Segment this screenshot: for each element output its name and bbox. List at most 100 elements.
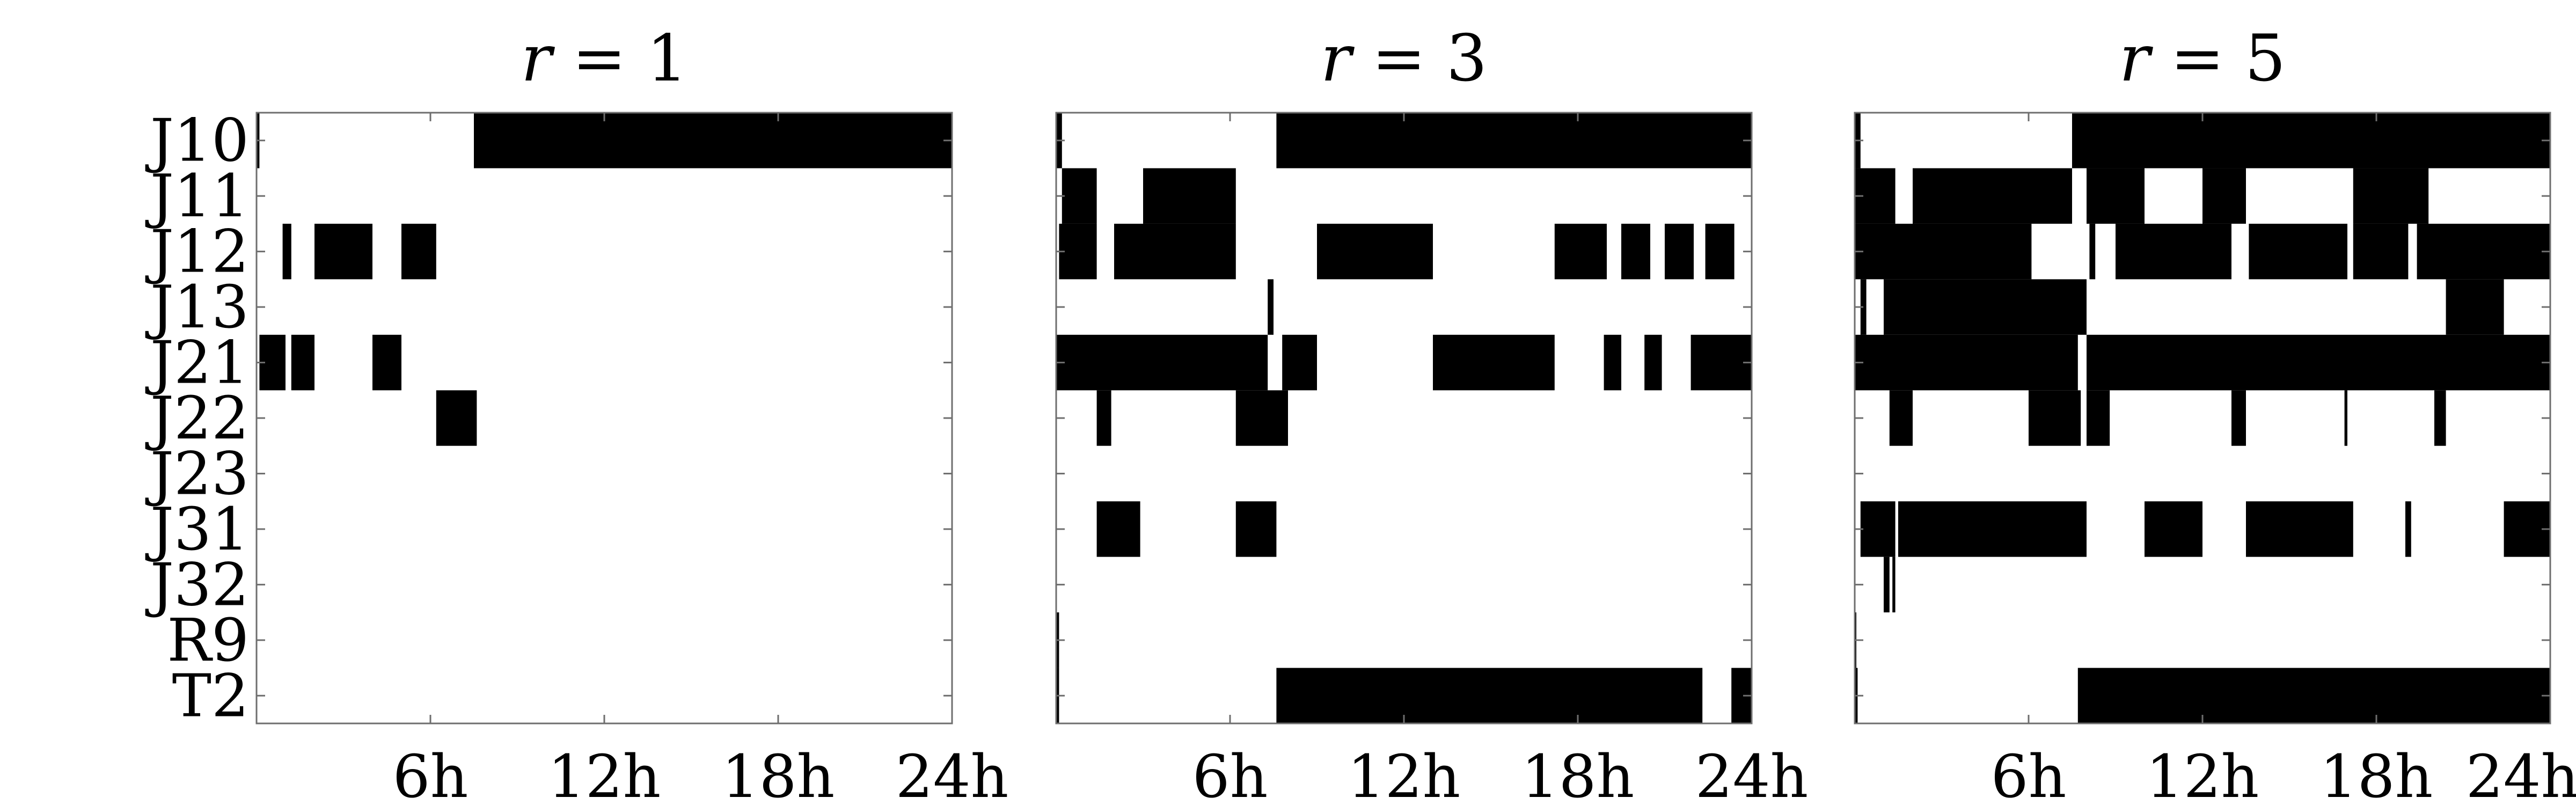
active-bar-j12-0 bbox=[1059, 223, 1097, 280]
panel-title: r = 1 bbox=[521, 21, 688, 96]
active-bar-j31-1 bbox=[1235, 501, 1277, 557]
y-tick-label: J21 bbox=[145, 328, 249, 397]
active-bar-j13-0 bbox=[1268, 279, 1274, 335]
active-bar-t2-1 bbox=[2077, 668, 2550, 723]
active-bar-j10-1 bbox=[1276, 113, 1752, 169]
x-tick-label: 18h bbox=[2320, 742, 2433, 805]
active-bar-j12-4 bbox=[2353, 223, 2409, 280]
active-bar-j22-4 bbox=[2344, 390, 2347, 446]
x-tick-label: 24h bbox=[896, 742, 1009, 805]
active-bar-j21-5 bbox=[1690, 334, 1752, 391]
x-tick-label: 6h bbox=[1991, 742, 2067, 805]
x-tick-label: 12h bbox=[2146, 742, 2259, 805]
panel-title: r = 5 bbox=[2119, 21, 2286, 96]
panel-title-value: 1 bbox=[647, 21, 687, 96]
panel-title: r = 3 bbox=[1321, 21, 1488, 96]
y-tick-label: J13 bbox=[145, 273, 249, 341]
y-tick-label: J32 bbox=[145, 550, 249, 619]
active-bar-j31-2 bbox=[2145, 501, 2202, 557]
active-bar-j21-0 bbox=[1056, 334, 1268, 391]
plot-area bbox=[257, 113, 952, 723]
active-bar-j12-1 bbox=[314, 223, 372, 280]
active-bar-j21-3 bbox=[1604, 334, 1621, 391]
active-bar-j12-5 bbox=[1665, 223, 1694, 280]
active-bar-j11-3 bbox=[2202, 168, 2246, 224]
active-bar-j12-4 bbox=[1621, 223, 1650, 280]
active-bar-j21-4 bbox=[1644, 334, 1662, 391]
y-tick-label: R9 bbox=[167, 606, 249, 675]
y-tick-label: J23 bbox=[145, 439, 249, 508]
x-tick-label: 18h bbox=[722, 742, 835, 805]
active-bar-j11-0 bbox=[1062, 168, 1097, 224]
active-bar-j12-6 bbox=[1705, 223, 1735, 280]
panel-title-equals: = bbox=[1351, 21, 1446, 96]
x-tick-label: 18h bbox=[1521, 742, 1635, 805]
active-bar-j12-2 bbox=[2116, 223, 2231, 280]
active-bar-j21-0 bbox=[1855, 334, 2078, 391]
active-bar-j31-1 bbox=[1898, 501, 2087, 557]
panel-title-value: 3 bbox=[1446, 21, 1487, 96]
panel-title-variable: r bbox=[2119, 21, 2154, 96]
active-bar-j11-2 bbox=[2087, 168, 2145, 224]
active-bar-j12-3 bbox=[2249, 223, 2347, 280]
y-tick-label: J11 bbox=[145, 162, 249, 230]
active-bar-j22-1 bbox=[1235, 390, 1288, 446]
active-bar-j31-0 bbox=[1860, 501, 1896, 557]
y-tick-label: T2 bbox=[172, 661, 249, 730]
active-bar-j12-3 bbox=[1554, 223, 1607, 280]
active-bar-j22-1 bbox=[2029, 390, 2081, 446]
x-tick-label: 12h bbox=[548, 742, 661, 805]
active-bar-j12-2 bbox=[401, 223, 436, 280]
active-bar-j11-1 bbox=[1913, 168, 2072, 224]
active-bar-j21-1 bbox=[1282, 334, 1317, 391]
active-bar-j12-1 bbox=[2089, 223, 2096, 280]
x-tick-label: 24h bbox=[1695, 742, 1809, 805]
active-bar-t2-1 bbox=[1276, 668, 1703, 723]
active-bar-j31-0 bbox=[1096, 501, 1140, 557]
y-tick-label: J22 bbox=[145, 384, 249, 452]
active-bar-j21-1 bbox=[2087, 334, 2550, 391]
y-tick-label: J31 bbox=[145, 495, 249, 564]
y-tick-label: J10 bbox=[145, 106, 249, 175]
active-bar-j12-0 bbox=[1855, 223, 2032, 280]
active-bar-j31-4 bbox=[2405, 501, 2411, 557]
active-bar-j13-0 bbox=[1860, 279, 1867, 335]
active-bar-j11-4 bbox=[2353, 168, 2429, 224]
panel-title-value: 5 bbox=[2245, 21, 2286, 96]
active-bar-j12-2 bbox=[1317, 223, 1433, 280]
active-bar-j12-0 bbox=[282, 223, 291, 280]
panel-title-variable: r bbox=[521, 21, 555, 96]
active-bar-j12-5 bbox=[2417, 223, 2550, 280]
active-bar-j22-2 bbox=[2087, 390, 2110, 446]
active-bar-j22-0 bbox=[436, 390, 477, 446]
active-bar-j10-1 bbox=[2072, 113, 2550, 169]
active-bar-j22-0 bbox=[1889, 390, 1913, 446]
heatmap-panel-2: r = 5 6h 12h 18h 24h bbox=[1854, 21, 2576, 805]
active-bar-j10-1 bbox=[474, 113, 952, 169]
active-bar-j22-3 bbox=[2231, 390, 2246, 446]
panel-title-equals: = bbox=[552, 21, 647, 96]
active-bar-j11-1 bbox=[1143, 168, 1236, 224]
active-bar-j22-5 bbox=[2434, 390, 2446, 446]
panel-title-variable: r bbox=[1321, 21, 1355, 96]
active-bar-j21-1 bbox=[291, 334, 314, 391]
active-bar-j31-3 bbox=[2246, 501, 2353, 557]
active-bar-j32-1 bbox=[1892, 557, 1896, 613]
x-tick-label: 12h bbox=[1348, 742, 1461, 805]
active-bar-j12-1 bbox=[1114, 223, 1236, 280]
x-tick-label: 6h bbox=[393, 742, 469, 805]
active-bar-j13-1 bbox=[1884, 279, 2087, 335]
panel-title-equals: = bbox=[2150, 21, 2245, 96]
active-bar-j32-0 bbox=[1884, 557, 1890, 613]
active-bar-j22-0 bbox=[1096, 390, 1111, 446]
heatmap-panel-1: r = 3 6h 12h 18h 24h bbox=[1055, 21, 1809, 805]
x-tick-label: 24h bbox=[2466, 742, 2576, 805]
y-tick-label: J12 bbox=[145, 217, 249, 286]
active-bar-j13-2 bbox=[2446, 279, 2504, 335]
x-tick-label: 6h bbox=[1192, 742, 1268, 805]
active-bar-j21-2 bbox=[372, 334, 401, 391]
active-bar-j21-2 bbox=[1433, 334, 1555, 391]
